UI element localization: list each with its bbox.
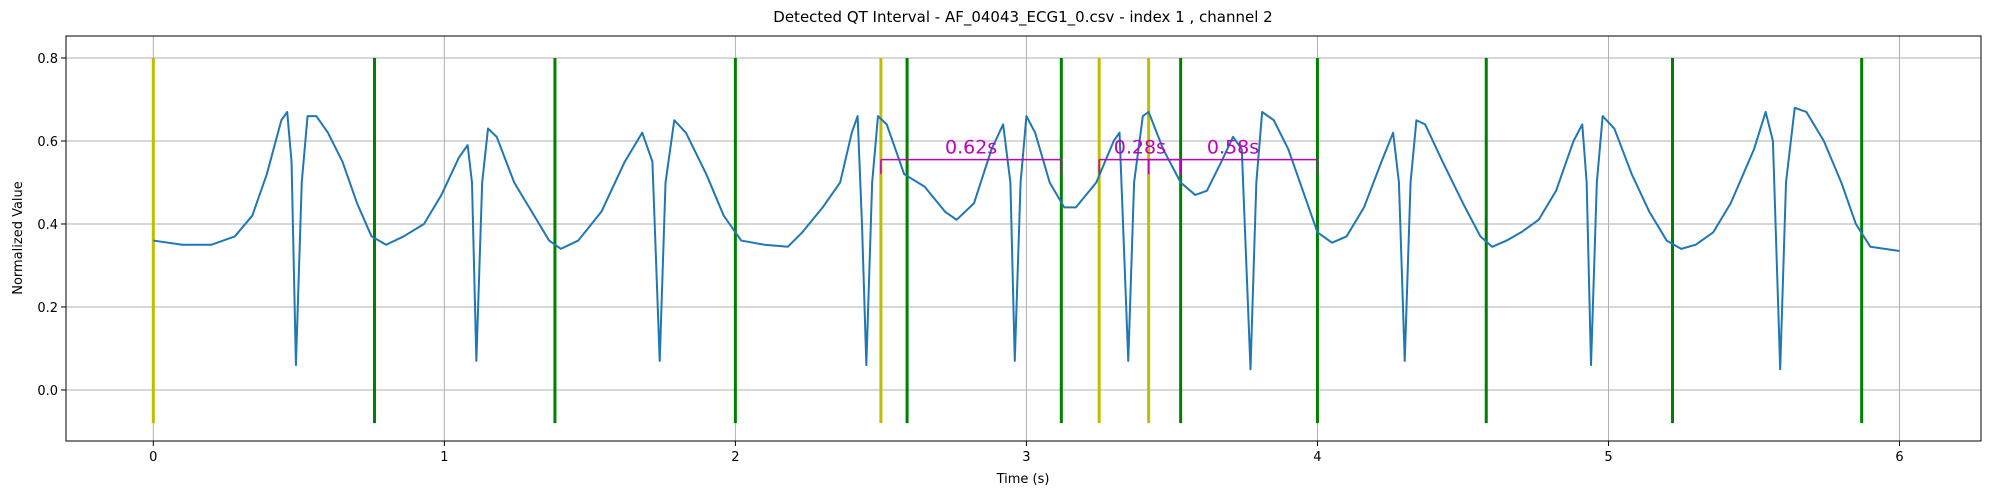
x-tick-label: 2 [731, 450, 739, 465]
y-tick-label: 0.2 [37, 301, 58, 316]
x-tick-label: 6 [1895, 450, 1903, 465]
x-axis-label: Time (s) [996, 472, 1050, 487]
y-tick-label: 0.8 [37, 52, 58, 67]
bracket-label: 0.62s [945, 137, 997, 159]
x-tick-label: 1 [440, 450, 448, 465]
x-tick-label: 0 [149, 450, 157, 465]
y-tick-label: 0.4 [37, 218, 58, 233]
chart-title: Detected QT Interval - AF_04043_ECG1_0.c… [773, 8, 1272, 27]
x-tick-label: 3 [1022, 450, 1030, 465]
y-tick-label: 0.0 [37, 384, 58, 399]
x-tick-label: 5 [1604, 450, 1612, 465]
y-tick-label: 0.6 [37, 135, 58, 150]
x-tick-label: 4 [1313, 450, 1321, 465]
y-axis-label: Normalized Value [11, 181, 26, 295]
plot-frame [65, 35, 1982, 442]
bracket-label: 0.28s [1114, 137, 1166, 159]
bracket-label: 0.58s [1207, 137, 1259, 159]
signal-line [153, 106, 1900, 371]
